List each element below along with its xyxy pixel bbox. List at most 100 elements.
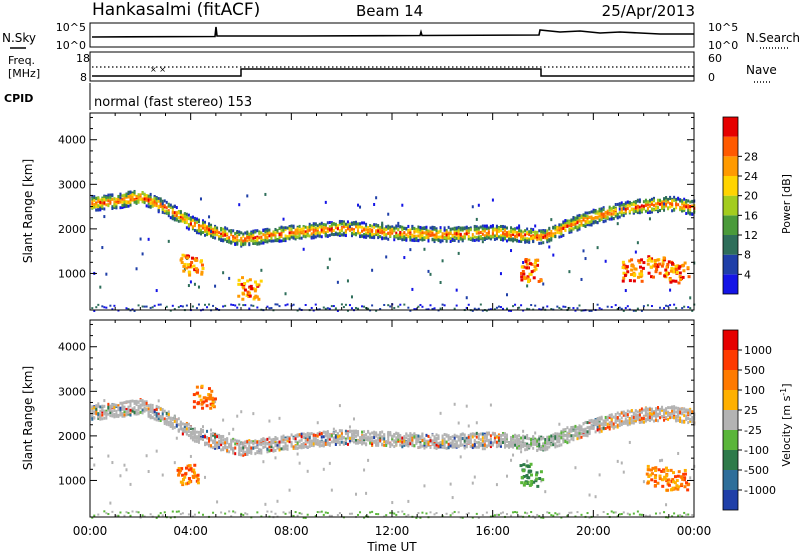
data-cell: [171, 217, 174, 221]
data-cell: [328, 514, 331, 517]
data-cell: [266, 236, 269, 240]
data-cell: [181, 213, 184, 217]
data-cell: [193, 218, 196, 222]
data-cell: [296, 229, 299, 233]
data-cell: [181, 216, 184, 220]
data-cell: [526, 512, 529, 515]
data-cell: [522, 444, 525, 448]
data-cell: [282, 230, 285, 234]
data-cell: [548, 435, 551, 439]
data-cell: [330, 224, 333, 228]
data-cell: [185, 423, 188, 427]
data-cell: [306, 445, 309, 449]
data-cell: [187, 427, 190, 431]
data-cell: [646, 206, 649, 210]
data-cell: [230, 447, 233, 451]
data-cell: [175, 206, 178, 210]
data-cell: [312, 437, 315, 441]
data-cell: [445, 512, 448, 515]
data-cell: [391, 225, 394, 229]
data-cell: [129, 203, 132, 207]
data-cell: [459, 455, 462, 459]
data-cell: [107, 193, 110, 197]
data-cell: [429, 272, 432, 276]
data-cell: [479, 444, 482, 448]
data-cell: [638, 260, 642, 264]
data-cell: [93, 195, 96, 199]
data-cell: [103, 306, 106, 309]
data-cell: [497, 227, 500, 231]
data-cell: [266, 441, 269, 445]
data-cell: [310, 235, 313, 239]
data-cell: [139, 237, 142, 241]
data-cell: [526, 459, 529, 463]
data-cell: [586, 211, 589, 215]
data-cell: [534, 232, 537, 236]
data-cell: [149, 513, 152, 516]
data-cell: [457, 236, 460, 240]
data-cell: [308, 442, 311, 446]
beam-title: Beam 14: [356, 2, 423, 20]
data-cell: [508, 237, 511, 241]
data-cell: [423, 443, 426, 447]
data-cell: [409, 439, 412, 443]
data-cell: [483, 229, 486, 233]
data-cell: [177, 417, 180, 421]
data-cell: [298, 461, 301, 465]
data-cell: [258, 448, 261, 452]
data-cell: [445, 229, 448, 233]
data-cell: [512, 442, 515, 446]
data-cell: [560, 434, 563, 438]
data-cell: [143, 194, 146, 198]
data-cell: [97, 303, 100, 306]
data-cell: [131, 193, 134, 197]
data-cell: [574, 424, 577, 428]
data-cell: [383, 230, 386, 234]
data-cell: [131, 195, 134, 199]
data-cell: [632, 203, 635, 207]
data-cell: [266, 232, 269, 236]
data-cell: [431, 238, 434, 242]
data-cell: [290, 441, 293, 445]
data-cell: [330, 232, 333, 236]
data-cell: [133, 200, 136, 204]
data-cell: [584, 224, 587, 228]
data-cell: [363, 438, 366, 442]
data-cell: [369, 234, 372, 238]
data-cell: [187, 434, 190, 438]
data-cell: [181, 427, 184, 431]
data-cell: [520, 440, 523, 444]
data-cell: [503, 441, 506, 445]
data-cell: [409, 435, 412, 439]
data-cell: [465, 226, 468, 230]
data-cell: [580, 223, 583, 227]
data-cell: [508, 232, 511, 236]
data-cell: [355, 222, 358, 226]
data-cell: [649, 265, 653, 269]
data-cell: [399, 236, 402, 240]
data-cell: [538, 447, 541, 451]
data-cell: [300, 442, 303, 446]
data-cell: [516, 238, 519, 242]
data-cell: [224, 238, 227, 242]
data-cell: [193, 436, 196, 440]
data-cell: [457, 445, 460, 449]
data-cell: [403, 303, 406, 306]
data-cell: [467, 226, 470, 230]
data-cell: [387, 231, 390, 235]
data-cell: [588, 223, 591, 227]
data-cell: [562, 220, 565, 224]
data-cell: [201, 425, 204, 429]
data-cell: [187, 227, 190, 231]
data-cell: [443, 226, 446, 230]
data-cell: [254, 452, 257, 456]
data-cell: [445, 433, 448, 437]
data-cell: [433, 435, 436, 439]
data-cell: [214, 433, 217, 437]
data-cell: [647, 255, 651, 259]
data-cell: [626, 270, 630, 274]
data-cell: [538, 439, 541, 443]
data-cell: [467, 512, 470, 515]
data-cell: [580, 425, 583, 429]
data-cell: [332, 222, 335, 226]
